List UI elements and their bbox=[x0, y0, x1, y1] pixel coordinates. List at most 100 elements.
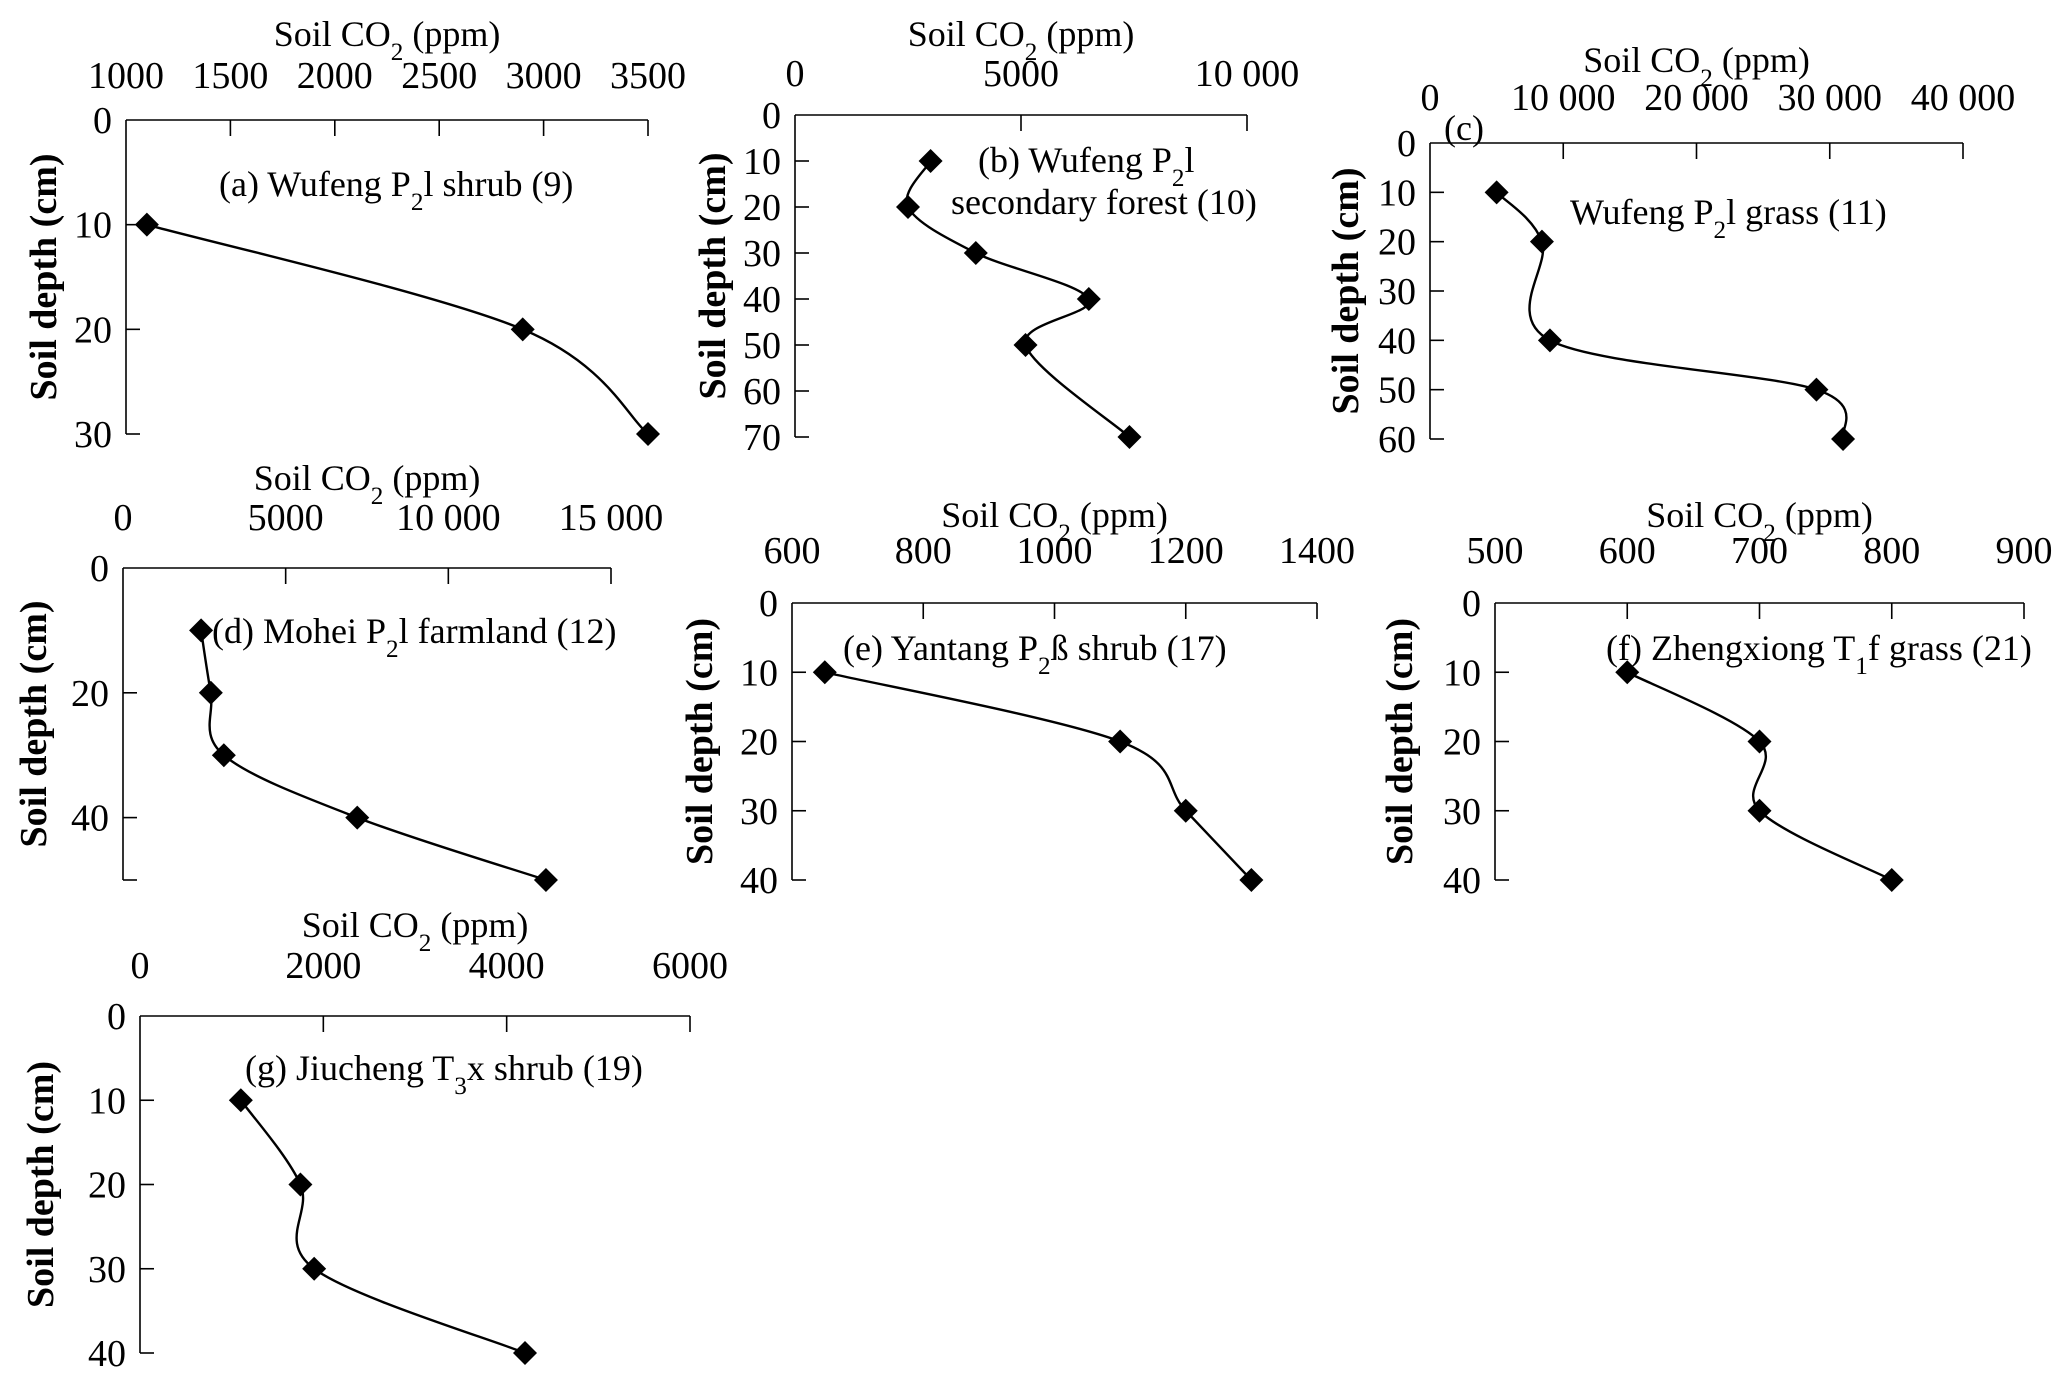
chart-panel-g: 0 2000 4000 6000 0 10 20 30 40 Soil CO2 (ppm) Soil… bbox=[20, 905, 728, 1375]
data-point-marker bbox=[1117, 425, 1142, 449]
chart-panel-f: 500 600 700 800 900 0 10 20 30 40 Soil CO2 (ppm) So… bbox=[1379, 495, 2053, 902]
panel-title-line2: secondary forest (10) bbox=[951, 182, 1257, 222]
x-tick-label: 3500 bbox=[610, 55, 686, 97]
y-tick-label: 40 bbox=[71, 798, 109, 840]
x-tick-label: 2000 bbox=[285, 945, 361, 987]
x-tick-label: 6000 bbox=[652, 945, 728, 987]
data-point-marker bbox=[1831, 427, 1856, 451]
panel-title: Wufeng P2l grass (11) bbox=[1570, 192, 1887, 244]
x-tick-label: 1400 bbox=[1279, 530, 1355, 572]
panel-title: (b) Wufeng P2l bbox=[978, 140, 1194, 192]
y-tick-label: 30 bbox=[88, 1249, 126, 1291]
series-line bbox=[146, 223, 649, 435]
x-tick-label: 0 bbox=[114, 497, 133, 539]
y-tick-label: 20 bbox=[743, 187, 781, 229]
x-tick-label: 0 bbox=[1421, 77, 1440, 119]
x-tick-label: 40 000 bbox=[1911, 77, 2016, 119]
x-tick-label: 0 bbox=[131, 945, 150, 987]
data-point-marker bbox=[510, 317, 535, 342]
data-point-marker bbox=[288, 1172, 313, 1197]
panel-tag: (c) bbox=[1444, 108, 1484, 148]
y-tick-label: 30 bbox=[1443, 791, 1481, 833]
x-tick-label: 800 bbox=[895, 530, 952, 572]
chart-panel-a: 1000 1500 2000 2500 3000 3500 0 10 20 30 Soil CO2 … bbox=[23, 14, 686, 456]
y-tick-label: 30 bbox=[1378, 271, 1416, 313]
data-point-marker bbox=[1804, 377, 1829, 402]
y-tick-label: 30 bbox=[743, 233, 781, 275]
panel-title: (g) Jiucheng T3x shrub (19) bbox=[245, 1048, 643, 1100]
y-tick-label: 40 bbox=[1378, 320, 1416, 362]
x-tick-label: 5000 bbox=[983, 53, 1059, 95]
y-tick-label: 10 bbox=[743, 141, 781, 183]
y-axis-title: Soil depth (cm) bbox=[679, 618, 721, 865]
y-tick-label: 0 bbox=[90, 548, 109, 590]
y-tick-label: 60 bbox=[1378, 419, 1416, 461]
y-tick-label: 10 bbox=[88, 1080, 126, 1122]
data-point-marker bbox=[189, 618, 214, 643]
panel-title: (f) Zhengxiong T1f grass (21) bbox=[1606, 628, 2032, 680]
data-point-marker bbox=[1615, 660, 1640, 685]
series-line bbox=[239, 1099, 526, 1355]
x-axis-title: Soil CO2 (ppm) bbox=[908, 14, 1135, 66]
x-tick-label: 10 000 bbox=[1195, 53, 1300, 95]
data-point-marker bbox=[918, 149, 943, 173]
x-axis-title: Soil CO2 (ppm) bbox=[941, 495, 1168, 547]
y-axis-title: Soil depth (cm) bbox=[13, 601, 55, 848]
data-point-marker bbox=[1879, 868, 1904, 892]
series-line bbox=[824, 671, 1253, 881]
x-tick-label: 10 000 bbox=[396, 497, 501, 539]
data-point-marker bbox=[533, 868, 558, 892]
x-tick-label: 600 bbox=[764, 530, 821, 572]
x-tick-label: 1000 bbox=[1017, 530, 1093, 572]
data-point-marker bbox=[1173, 798, 1198, 823]
y-tick-label: 0 bbox=[107, 996, 126, 1038]
x-tick-label: 1000 bbox=[88, 55, 164, 97]
data-point-marker bbox=[198, 680, 223, 705]
y-tick-label: 10 bbox=[74, 205, 112, 247]
data-point-marker bbox=[1076, 287, 1101, 311]
y-tick-label: 40 bbox=[1443, 860, 1481, 902]
y-tick-label: 30 bbox=[74, 414, 112, 456]
x-tick-label: 2000 bbox=[297, 55, 373, 97]
y-tick-label: 20 bbox=[1443, 722, 1481, 764]
y-tick-label: 50 bbox=[1378, 370, 1416, 412]
y-tick-label: 40 bbox=[743, 279, 781, 321]
data-point-marker bbox=[1239, 868, 1264, 892]
y-tick-label: 50 bbox=[743, 325, 781, 367]
y-tick-label: 10 bbox=[1378, 172, 1416, 214]
x-tick-label: 700 bbox=[1731, 530, 1788, 572]
panel-title: (e) Yantang P2ß shrub (17) bbox=[843, 628, 1227, 680]
data-point-marker bbox=[963, 241, 988, 265]
x-axis-title: Soil CO2 (ppm) bbox=[274, 14, 501, 66]
y-tick-label: 20 bbox=[88, 1165, 126, 1207]
data-point-marker bbox=[228, 1088, 253, 1113]
x-tick-label: 15 000 bbox=[559, 497, 664, 539]
x-tick-label: 900 bbox=[1996, 530, 2053, 572]
data-point-marker bbox=[896, 195, 920, 219]
data-point-marker bbox=[513, 1341, 537, 1365]
y-tick-label: 20 bbox=[740, 722, 778, 764]
y-tick-label: 10 bbox=[740, 652, 778, 694]
data-point-marker bbox=[302, 1256, 327, 1281]
y-tick-label: 70 bbox=[743, 417, 781, 459]
x-tick-label: 20 000 bbox=[1644, 77, 1749, 119]
x-tick-label: 3000 bbox=[506, 55, 582, 97]
x-axis-title: Soil CO2 (ppm) bbox=[254, 458, 481, 510]
data-point-marker bbox=[1108, 729, 1133, 754]
y-tick-label: 20 bbox=[1378, 222, 1416, 264]
data-point-marker bbox=[1747, 798, 1772, 823]
chart-panel-e: 600 800 1000 1200 1400 0 10 20 30 40 Soil CO2 (ppm… bbox=[679, 495, 1355, 902]
x-tick-label: 0 bbox=[786, 53, 805, 95]
y-tick-label: 10 bbox=[1443, 652, 1481, 694]
y-axis-title: Soil depth (cm) bbox=[20, 1061, 62, 1308]
y-axis-title: Soil depth (cm) bbox=[23, 154, 65, 401]
data-point-marker bbox=[1747, 729, 1772, 754]
x-tick-label: 30 000 bbox=[1778, 77, 1883, 119]
x-tick-label: 500 bbox=[1467, 530, 1524, 572]
y-tick-label: 20 bbox=[71, 673, 109, 715]
data-point-marker bbox=[812, 660, 837, 685]
data-point-marker bbox=[1529, 229, 1554, 254]
chart-panel-c: 0 10 000 20 000 30 000 40 000 0 10 20 30 40 50 60 So… bbox=[1325, 40, 2015, 461]
